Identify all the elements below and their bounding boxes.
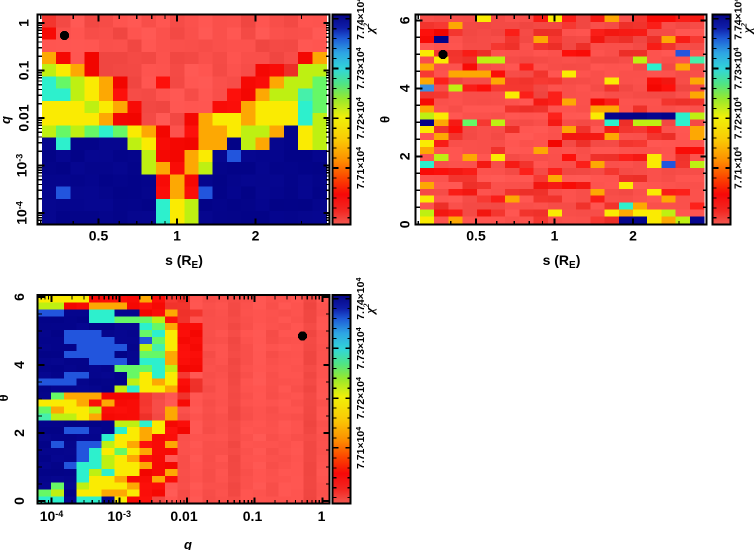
svg-text:7.71×104: 7.71×104 xyxy=(355,147,367,189)
svg-text:2: 2 xyxy=(252,228,260,244)
svg-text:0.01: 0.01 xyxy=(170,508,197,524)
svg-text:1: 1 xyxy=(173,228,181,244)
svg-text:7.72×104: 7.72×104 xyxy=(355,377,367,419)
svg-text:7.73×104: 7.73×104 xyxy=(355,47,367,89)
svg-text:1: 1 xyxy=(551,228,559,244)
svg-text:1: 1 xyxy=(318,508,326,524)
svg-text:7.73×104: 7.73×104 xyxy=(355,327,367,369)
svg-text:7.71×104: 7.71×104 xyxy=(733,147,745,189)
svg-text:2: 2 xyxy=(629,228,637,244)
svg-text:θ: θ xyxy=(378,116,393,123)
svg-text:7.74×104: 7.74×104 xyxy=(733,0,745,40)
svg-text:2: 2 xyxy=(11,429,27,437)
svg-text:7.71×104: 7.71×104 xyxy=(355,427,367,469)
svg-text:0: 0 xyxy=(397,220,413,228)
svg-text:7.73×104: 7.73×104 xyxy=(733,47,745,89)
svg-text:6: 6 xyxy=(397,16,413,24)
svg-text:7.72×104: 7.72×104 xyxy=(733,97,745,139)
svg-text:4: 4 xyxy=(11,361,27,369)
svg-text:2: 2 xyxy=(397,152,413,160)
svg-text:0.5: 0.5 xyxy=(89,228,109,244)
svg-text:1: 1 xyxy=(16,19,32,27)
svg-text:q: q xyxy=(184,537,192,550)
svg-text:0.5: 0.5 xyxy=(466,228,486,244)
svg-text:4: 4 xyxy=(397,84,413,92)
svg-text:7.72×104: 7.72×104 xyxy=(355,97,367,139)
svg-text:θ: θ xyxy=(0,394,11,401)
svg-text:7.74×104: 7.74×104 xyxy=(355,0,367,40)
svg-text:0.1: 0.1 xyxy=(16,61,32,81)
svg-text:0: 0 xyxy=(11,497,27,505)
svg-text:0.1: 0.1 xyxy=(243,508,263,524)
svg-text:7.74×104: 7.74×104 xyxy=(355,278,367,320)
svg-text:q: q xyxy=(0,116,13,124)
svg-text:0.01: 0.01 xyxy=(16,104,32,131)
svg-text:6: 6 xyxy=(11,293,27,301)
